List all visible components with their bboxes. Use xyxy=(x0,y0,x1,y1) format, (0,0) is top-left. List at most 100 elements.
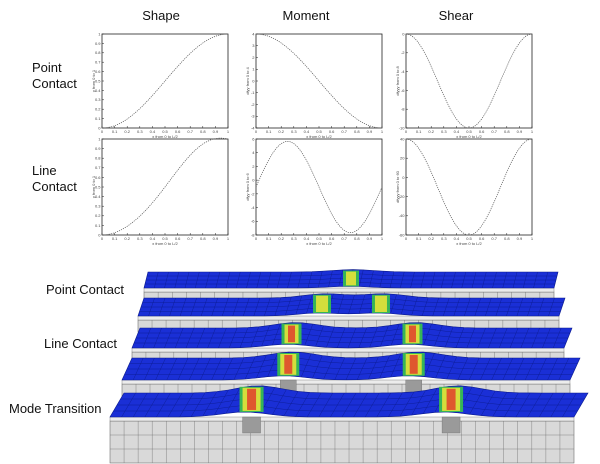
top-grid-line xyxy=(357,357,368,380)
x-tick-label: 0.3 xyxy=(441,236,447,241)
y-tick-label: 1 xyxy=(252,67,255,72)
top-grid-line xyxy=(261,325,270,347)
plot-curve xyxy=(255,141,383,233)
y-tick-label: 0.7 xyxy=(95,165,101,170)
top-grid-line xyxy=(515,392,531,418)
top-grid-line xyxy=(218,327,227,349)
top-grid-line xyxy=(441,271,446,289)
row-label-line1: Point xyxy=(32,60,62,75)
top-grid-line xyxy=(306,294,313,314)
plot-frame xyxy=(405,33,533,129)
stress-zone-mid xyxy=(316,295,329,313)
x-tick-label: 0.7 xyxy=(187,236,193,241)
top-grid-line xyxy=(236,271,241,289)
top-grid-line xyxy=(215,271,220,289)
fea-label-line-contact: Line Contact xyxy=(44,336,117,351)
contact-indent xyxy=(441,416,461,434)
y-tick-label: -20 xyxy=(399,194,406,199)
top-grid-line xyxy=(304,324,313,346)
plot-curve xyxy=(101,33,229,129)
top-grid-line xyxy=(144,392,159,418)
fea-slab-5 xyxy=(109,385,589,464)
y-tick-label: 0.9 xyxy=(95,146,101,151)
top-grid-line xyxy=(536,357,547,381)
top-grid-line xyxy=(330,392,345,418)
top-grid-line xyxy=(353,392,368,418)
top-grid-line xyxy=(369,326,378,348)
top-grid-line xyxy=(502,357,513,381)
top-grid-line xyxy=(423,323,432,346)
x-tick-label: 1 xyxy=(227,236,230,241)
top-grid-line xyxy=(175,327,184,349)
top-grid-line xyxy=(531,327,540,349)
top-grid-line xyxy=(446,356,457,380)
x-axis-label: x from 0 to L/2 xyxy=(306,134,332,139)
top-grid-line xyxy=(562,392,577,418)
plot-curve xyxy=(405,33,533,129)
top-grid-line xyxy=(133,357,144,381)
top-grid-line xyxy=(315,325,324,347)
y-axis-label: dfyy from 0 to 6 xyxy=(245,172,250,200)
top-grid-line xyxy=(222,297,229,317)
top-grid-line xyxy=(207,327,216,349)
x-tick-label: 0 xyxy=(255,129,258,134)
x-tick-label: 0.5 xyxy=(316,129,322,134)
top-grid-line xyxy=(283,391,299,416)
plot-frame xyxy=(101,33,229,129)
y-axis-label: dfyyy from 0 to 60 xyxy=(395,170,400,203)
top-grid-line xyxy=(359,269,364,287)
x-tick-label: 0.8 xyxy=(504,236,510,241)
top-grid-line xyxy=(400,295,408,315)
x-tick-label: 0.7 xyxy=(341,129,347,134)
y-tick-label: -1 xyxy=(251,90,255,95)
x-tick-label: 0.8 xyxy=(504,129,510,134)
top-grid-line xyxy=(341,392,357,418)
top-grid-line xyxy=(421,297,429,316)
plot-point-contact-moment: 0 0.1 0.2 0.3 0.4 0.5 0.6 0.7 0.8 0.9 1 -4 -3 -2 -1 0 1 2… xyxy=(245,31,384,139)
row-label-line-contact: Line Contact xyxy=(32,163,77,195)
x-tick-label: 1 xyxy=(227,129,230,134)
top-grid-line xyxy=(155,357,166,381)
x-tick-label: 0.4 xyxy=(150,236,156,241)
slab-front-strip xyxy=(143,287,555,293)
plot-line-contact-moment: 0 0.1 0.2 0.3 0.4 0.5 0.6 0.7 0.8 0.9 1 -8 -6 -4 -2 0 2 4… xyxy=(245,136,384,246)
top-grid-line xyxy=(246,271,251,289)
top-grid-line xyxy=(267,353,278,377)
y-tick-label: -10 xyxy=(399,125,406,130)
x-tick-label: 0.9 xyxy=(213,129,219,134)
x-tick-label: 0.1 xyxy=(112,129,118,134)
stress-zone-core xyxy=(247,388,257,410)
top-grid-line xyxy=(368,356,379,380)
top-grid-line xyxy=(256,355,267,379)
top-grid-line xyxy=(214,389,229,415)
x-tick-label: 0.6 xyxy=(175,129,181,134)
x-tick-label: 0.3 xyxy=(137,129,143,134)
top-grid-line xyxy=(142,327,151,349)
top-grid-line xyxy=(154,271,159,289)
y-tick-label: 0.6 xyxy=(95,175,101,180)
y-tick-label: 0.1 xyxy=(95,223,101,228)
x-tick-label: 0.2 xyxy=(124,129,130,134)
top-grid-line xyxy=(411,296,418,316)
plot-curve xyxy=(101,137,229,236)
top-grid-line xyxy=(211,357,222,381)
top-grid-line xyxy=(301,353,312,378)
top-grid-line xyxy=(225,387,241,414)
top-grid-line xyxy=(399,391,415,417)
top-grid-line xyxy=(443,297,450,317)
top-grid-line xyxy=(153,327,162,349)
top-grid-line xyxy=(491,357,502,381)
top-grid-line xyxy=(307,392,322,417)
y-tick-label: 6 xyxy=(252,136,255,141)
top-grid-line xyxy=(318,392,333,418)
top-grid-line xyxy=(369,270,374,288)
top-grid-line xyxy=(376,392,391,418)
top-grid-line xyxy=(391,324,400,346)
top-grid-line xyxy=(379,355,390,379)
y-axis-label: y from 0 to 1 xyxy=(91,175,96,198)
y-tick-label: 20 xyxy=(400,156,405,161)
x-tick-label: 0.7 xyxy=(491,129,497,134)
y-tick-label: -6 xyxy=(251,219,255,224)
top-grid-line xyxy=(527,297,534,317)
top-grid-line xyxy=(424,353,435,377)
